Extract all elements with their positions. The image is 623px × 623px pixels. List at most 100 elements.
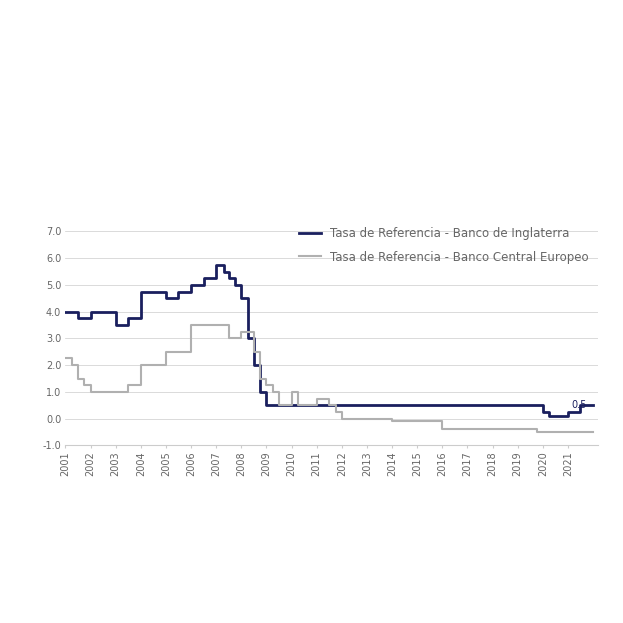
Tasa de Referencia - Banco Central Europeo	[87, 381, 94, 389]
Tasa de Referencia - Banco de Inglaterra	[263, 388, 270, 396]
Tasa de Referencia - Banco Central Europeo	[125, 381, 132, 389]
Tasa de Referencia - Banco Central Europeo	[288, 402, 295, 409]
Tasa de Referencia - Banco Central Europeo	[439, 426, 446, 433]
Tasa de Referencia - Banco Central Europeo	[250, 328, 257, 336]
Tasa de Referencia - Banco de Inglaterra	[257, 361, 264, 369]
Tasa de Referencia - Banco Central Europeo	[332, 408, 340, 416]
Tasa de Referencia - Banco Central Europeo	[137, 381, 145, 389]
Tasa de Referencia - Banco de Inglaterra	[162, 288, 169, 295]
Tasa de Referencia - Banco de Inglaterra	[589, 402, 597, 409]
Tasa de Referencia - Banco Central Europeo	[439, 417, 446, 425]
Tasa de Referencia - Banco de Inglaterra	[539, 402, 546, 409]
Tasa de Referencia - Banco Central Europeo	[325, 402, 333, 409]
Text: 0.5: 0.5	[572, 400, 587, 410]
Tasa de Referencia - Banco de Inglaterra	[212, 275, 220, 282]
Tasa de Referencia - Banco Central Europeo	[313, 402, 320, 409]
Tasa de Referencia - Banco Central Europeo	[162, 348, 169, 356]
Tasa de Referencia - Banco Central Europeo	[288, 388, 295, 396]
Tasa de Referencia - Banco de Inglaterra	[188, 281, 195, 288]
Tasa de Referencia - Banco de Inglaterra	[545, 412, 553, 420]
Tasa de Referencia - Banco de Inglaterra	[125, 321, 132, 329]
Tasa de Referencia - Banco de Inglaterra	[220, 268, 227, 275]
Tasa de Referencia - Banco Central Europeo	[80, 375, 88, 383]
Tasa de Referencia - Banco de Inglaterra	[74, 308, 82, 315]
Tasa de Referencia - Banco de Inglaterra	[237, 295, 245, 302]
Tasa de Referencia - Banco Central Europeo	[237, 335, 245, 342]
Tasa de Referencia - Banco Central Europeo	[589, 429, 597, 436]
Tasa de Referencia - Banco Central Europeo	[137, 361, 145, 369]
Tasa de Referencia - Banco Central Europeo	[80, 381, 88, 389]
Line: Tasa de Referencia - Banco de Inglaterra: Tasa de Referencia - Banco de Inglaterra	[65, 265, 593, 416]
Tasa de Referencia - Banco Central Europeo	[250, 348, 257, 356]
Legend: Tasa de Referencia - Banco de Inglaterra, Tasa de Referencia - Banco Central Eur: Tasa de Referencia - Banco de Inglaterra…	[296, 224, 592, 268]
Tasa de Referencia - Banco de Inglaterra	[225, 275, 232, 282]
Tasa de Referencia - Banco de Inglaterra	[212, 261, 220, 269]
Tasa de Referencia - Banco de Inglaterra	[263, 402, 270, 409]
Tasa de Referencia - Banco de Inglaterra	[188, 288, 195, 295]
Tasa de Referencia - Banco Central Europeo	[74, 361, 82, 369]
Tasa de Referencia - Banco Central Europeo	[388, 415, 396, 422]
Tasa de Referencia - Banco Central Europeo	[269, 388, 277, 396]
Tasa de Referencia - Banco de Inglaterra	[87, 315, 94, 322]
Tasa de Referencia - Banco Central Europeo	[225, 335, 232, 342]
Tasa de Referencia - Banco Central Europeo	[313, 395, 320, 402]
Tasa de Referencia - Banco de Inglaterra	[125, 315, 132, 322]
Tasa de Referencia - Banco Central Europeo	[263, 375, 270, 383]
Tasa de Referencia - Banco de Inglaterra	[539, 408, 546, 416]
Tasa de Referencia - Banco Central Europeo	[237, 328, 245, 336]
Tasa de Referencia - Banco de Inglaterra	[577, 402, 584, 409]
Tasa de Referencia - Banco Central Europeo	[188, 321, 195, 329]
Tasa de Referencia - Banco de Inglaterra	[244, 295, 251, 302]
Tasa de Referencia - Banco Central Europeo	[68, 361, 75, 369]
Tasa de Referencia - Banco de Inglaterra	[174, 288, 182, 295]
Tasa de Referencia - Banco de Inglaterra	[551, 412, 559, 420]
Line: Tasa de Referencia - Banco Central Europeo: Tasa de Referencia - Banco Central Europ…	[65, 325, 593, 432]
Tasa de Referencia - Banco de Inglaterra	[231, 275, 239, 282]
Tasa de Referencia - Banco Central Europeo	[294, 388, 302, 396]
Tasa de Referencia - Banco de Inglaterra	[250, 335, 257, 342]
Tasa de Referencia - Banco Central Europeo	[338, 415, 346, 422]
Tasa de Referencia - Banco de Inglaterra	[87, 308, 94, 315]
Tasa de Referencia - Banco Central Europeo	[533, 426, 540, 433]
Tasa de Referencia - Banco de Inglaterra	[225, 268, 232, 275]
Tasa de Referencia - Banco de Inglaterra	[545, 408, 553, 416]
Tasa de Referencia - Banco Central Europeo	[263, 381, 270, 389]
Tasa de Referencia - Banco de Inglaterra	[137, 315, 145, 322]
Tasa de Referencia - Banco Central Europeo	[68, 354, 75, 362]
Tasa de Referencia - Banco de Inglaterra	[74, 315, 82, 322]
Tasa de Referencia - Banco Central Europeo	[275, 388, 283, 396]
Tasa de Referencia - Banco Central Europeo	[125, 388, 132, 396]
Tasa de Referencia - Banco Central Europeo	[275, 402, 283, 409]
Tasa de Referencia - Banco de Inglaterra	[231, 281, 239, 288]
Tasa de Referencia - Banco de Inglaterra	[162, 295, 169, 302]
Tasa de Referencia - Banco de Inglaterra	[112, 308, 120, 315]
Tasa de Referencia - Banco Central Europeo	[388, 417, 396, 425]
Tasa de Referencia - Banco de Inglaterra	[137, 288, 145, 295]
Tasa de Referencia - Banco Central Europeo	[269, 381, 277, 389]
Tasa de Referencia - Banco Central Europeo	[74, 375, 82, 383]
Tasa de Referencia - Banco de Inglaterra	[250, 361, 257, 369]
Tasa de Referencia - Banco Central Europeo	[257, 375, 264, 383]
Tasa de Referencia - Banco Central Europeo	[87, 388, 94, 396]
Tasa de Referencia - Banco Central Europeo	[225, 321, 232, 329]
Tasa de Referencia - Banco de Inglaterra	[200, 281, 207, 288]
Tasa de Referencia - Banco Central Europeo	[325, 395, 333, 402]
Tasa de Referencia - Banco Central Europeo	[533, 429, 540, 436]
Tasa de Referencia - Banco de Inglaterra	[237, 281, 245, 288]
Tasa de Referencia - Banco Central Europeo	[257, 348, 264, 356]
Tasa de Referencia - Banco Central Europeo	[294, 402, 302, 409]
Tasa de Referencia - Banco de Inglaterra	[174, 295, 182, 302]
Tasa de Referencia - Banco de Inglaterra	[220, 261, 227, 269]
Tasa de Referencia - Banco Central Europeo	[62, 354, 69, 362]
Tasa de Referencia - Banco Central Europeo	[332, 402, 340, 409]
Tasa de Referencia - Banco de Inglaterra	[564, 408, 572, 416]
Tasa de Referencia - Banco de Inglaterra	[564, 412, 572, 420]
Tasa de Referencia - Banco de Inglaterra	[577, 408, 584, 416]
Tasa de Referencia - Banco de Inglaterra	[257, 388, 264, 396]
Tasa de Referencia - Banco Central Europeo	[188, 348, 195, 356]
Tasa de Referencia - Banco de Inglaterra	[62, 308, 69, 315]
Tasa de Referencia - Banco de Inglaterra	[200, 275, 207, 282]
Tasa de Referencia - Banco de Inglaterra	[244, 335, 251, 342]
Tasa de Referencia - Banco Central Europeo	[162, 361, 169, 369]
Tasa de Referencia - Banco Central Europeo	[338, 408, 346, 416]
